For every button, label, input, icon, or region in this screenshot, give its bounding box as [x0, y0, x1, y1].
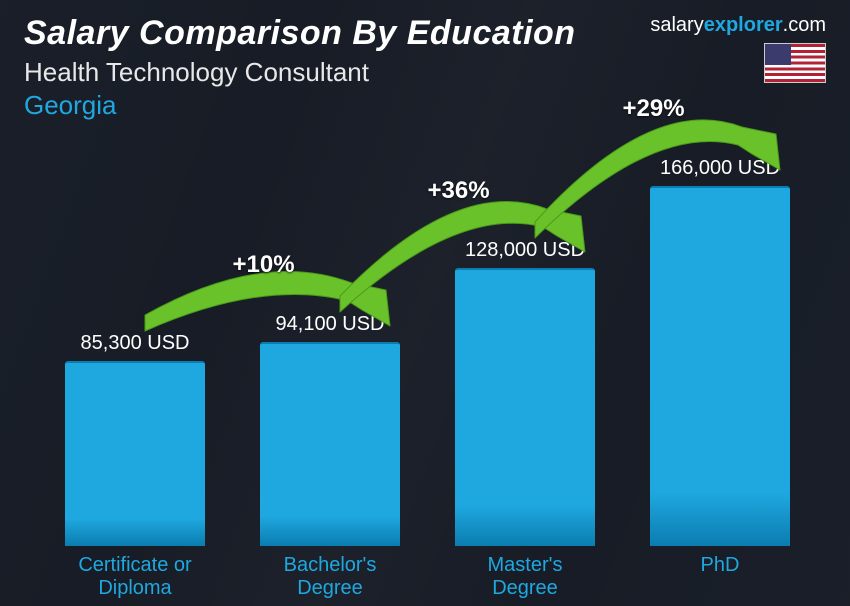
brand-part1: salary: [650, 14, 703, 36]
bar-chart: 85,300 USD 94,100 USD 128,000 USD 166,000 U…: [30, 126, 810, 546]
bar-value-label: 85,300 USD: [50, 332, 220, 363]
job-title: Health Technology Consultant: [24, 57, 576, 88]
xaxis-label: Master'sDegree: [440, 554, 610, 600]
bar: 128,000 USD: [455, 268, 595, 546]
header: Salary Comparison By Education Health Te…: [24, 14, 576, 121]
location: Georgia: [24, 90, 576, 121]
flag-icon: [764, 43, 826, 83]
infographic-container: Salary Comparison By Education Health Te…: [0, 0, 850, 606]
bar-group: 166,000 USD: [635, 186, 805, 546]
xaxis-label: Certificate orDiploma: [50, 554, 220, 600]
page-title: Salary Comparison By Education: [24, 14, 576, 53]
bar: 85,300 USD: [65, 361, 205, 546]
bar-value-label: 128,000 USD: [440, 239, 610, 270]
increase-pct-label: +10%: [233, 251, 295, 279]
xaxis-label: PhD: [635, 554, 805, 577]
xaxis: Certificate orDiploma Bachelor'sDegree Mas…: [30, 548, 810, 606]
brand: salaryexplorer.com: [650, 14, 826, 83]
increase-pct-label: +36%: [428, 177, 490, 205]
bar-value-label: 94,100 USD: [245, 313, 415, 344]
bar: 94,100 USD: [260, 342, 400, 546]
brand-part2: explorer: [704, 14, 783, 36]
bar-group: 94,100 USD: [245, 342, 415, 546]
brand-text: salaryexplorer.com: [650, 14, 826, 37]
bar: 166,000 USD: [650, 186, 790, 546]
bar-group: 128,000 USD: [440, 268, 610, 546]
bar-group: 85,300 USD: [50, 361, 220, 546]
bar-value-label: 166,000 USD: [635, 157, 805, 188]
xaxis-label: Bachelor'sDegree: [245, 554, 415, 600]
brand-part3: .com: [783, 14, 826, 36]
increase-pct-label: +29%: [623, 95, 685, 123]
